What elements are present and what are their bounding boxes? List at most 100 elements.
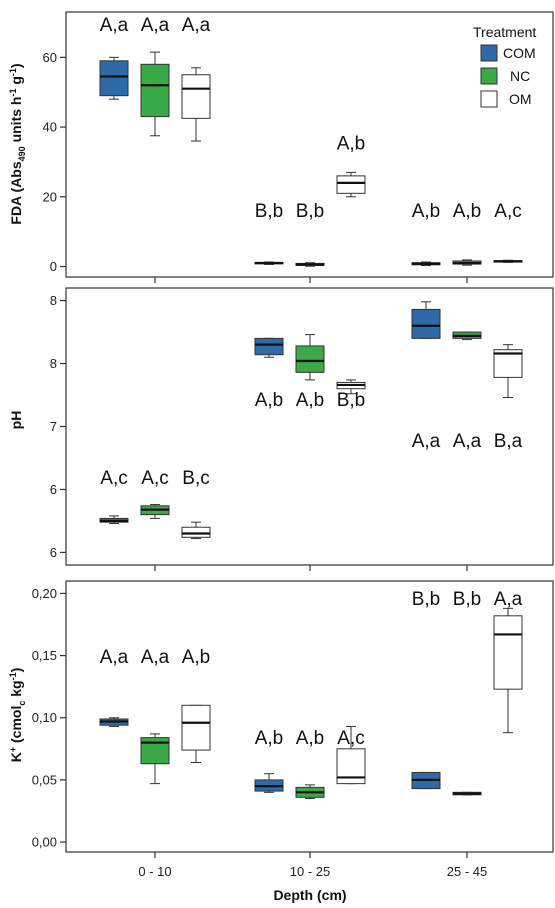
significance-label: A,b (296, 390, 325, 411)
box-fda-om (336, 171, 366, 198)
panel-k: 0,00 0,05 0,10 0,15 0,20 A,a A,a A,b A,b A,b A,c B… (8, 580, 554, 858)
box-k-om (181, 704, 211, 763)
legend-swatch-com (480, 44, 498, 62)
panel-ph-annotations: A,c A,c B,c A,b A,b B,b A,a A,a B,a (100, 390, 522, 489)
box-k-nc (452, 791, 482, 796)
panel-fda-boxes (99, 51, 523, 267)
ytick-label: 6 (50, 482, 57, 497)
ytick-label: 20 (43, 189, 57, 204)
ytick-label: 8 (50, 293, 57, 308)
significance-label: A,a (412, 431, 441, 452)
significance-label: A,b (296, 728, 325, 749)
ytick-label: 6 (50, 545, 57, 560)
ytick-label: 0,20 (32, 586, 57, 601)
panel-k-yaxis: 0,00 0,05 0,10 0,15 0,20 (32, 586, 468, 858)
significance-label: A,b (255, 728, 284, 749)
legend-label-om: OM (509, 91, 532, 107)
ytick-label: 40 (43, 120, 57, 135)
box-fda-com (411, 261, 441, 266)
ylabel-k-sup2: -1 (8, 672, 18, 680)
box-body (181, 526, 211, 538)
box-body (493, 615, 523, 690)
legend-swatch-om (480, 90, 498, 108)
significance-label: A,b (453, 201, 482, 222)
significance-label: A,c (494, 201, 521, 222)
box-fda-com (99, 56, 129, 100)
significance-label: A,a (141, 647, 170, 668)
ylabel-fda-sup1: -1 (8, 89, 18, 97)
box-ph-nc (452, 331, 482, 341)
box-fda-om (181, 67, 211, 142)
ylabel-k-end: ) (8, 668, 24, 673)
panel-fda-annotations: A,a A,a A,a B,b B,b A,b A,b A,b A,c (100, 15, 522, 222)
box-ph-om (181, 521, 211, 540)
significance-label: A,c (141, 468, 168, 489)
box-body (99, 60, 129, 97)
panel-ph-yaxis: 6 6 7 8 8 (50, 293, 468, 571)
panel-k-annotations: A,a A,a A,b A,b A,b A,c B,b B,b A,a (100, 589, 523, 749)
box-fda-com (254, 261, 284, 265)
box-ph-com (411, 301, 441, 339)
significance-label: B,a (494, 431, 523, 452)
panel-ph-boxes (99, 301, 523, 540)
ylabel-k-mid: (cmol (8, 706, 24, 747)
legend-label-com: COM (503, 45, 536, 61)
box-k-nc (140, 733, 170, 785)
panel-k-frame (65, 580, 554, 853)
significance-label: B,b (337, 390, 366, 411)
box-body (140, 63, 170, 118)
significance-label: A,a (141, 15, 170, 36)
ytick-label: 0,10 (32, 710, 57, 725)
box-k-com (254, 773, 284, 793)
ytick-label: 0 (50, 259, 57, 274)
panel-k-boxes (99, 607, 523, 800)
ytick-label: 0,15 (32, 648, 57, 663)
box-fda-om (493, 259, 523, 263)
ytick-label: 60 (43, 50, 57, 65)
box-k-com (99, 717, 129, 727)
box-body (181, 704, 211, 751)
significance-label: A,b (255, 390, 284, 411)
legend-swatch-nc (480, 67, 498, 85)
xtick-label: 25 - 45 (447, 864, 487, 879)
significance-label: A,b (337, 133, 366, 154)
legend-label-nc: NC (510, 68, 530, 84)
ylabel-fda-sup2: -1 (8, 68, 18, 76)
legend-title: Treatment (473, 24, 536, 40)
ylabel-fda-end: ) (8, 63, 24, 68)
significance-label: A,a (100, 15, 129, 36)
significance-label: A,a (494, 589, 523, 610)
ylabel-fda-main: FDA (Abs (8, 161, 24, 224)
ylabel-fda-mid: units h (8, 97, 24, 147)
panel-ph-frame (65, 287, 554, 566)
significance-label: A,c (337, 728, 364, 749)
box-k-om (336, 725, 366, 785)
box-fda-nc (295, 262, 325, 267)
box-ph-nc (140, 504, 170, 519)
box-ph-om (336, 379, 366, 395)
ylabel-k-supk: + (8, 747, 18, 752)
panel-ph: 6 6 7 8 8 A,c A,c B,c A,b A,b B,b A,a A,a B,a pH (8, 287, 554, 571)
box-k-om (493, 607, 523, 734)
box-ph-com (254, 337, 284, 358)
x-axis: 0 - 10 10 - 25 25 - 45 (138, 864, 487, 879)
significance-label: B,c (182, 468, 209, 489)
ylabel-k-sub: c (17, 701, 27, 706)
box-k-nc (295, 784, 325, 800)
ylabel-k-mid2: kg (8, 680, 24, 700)
ytick-label: 8 (50, 356, 57, 371)
xtick-label: 0 - 10 (138, 864, 171, 879)
significance-label: B,b (255, 201, 284, 222)
xtick-label: 10 - 25 (290, 864, 330, 879)
panel-fda-ylabel: FDA (Abs490 units h-1 g-1) (8, 63, 27, 224)
box-fda-nc (140, 51, 170, 137)
box-body (411, 308, 441, 339)
significance-label: A,a (182, 15, 211, 36)
panel-ph-ylabel: pH (8, 411, 24, 430)
ytick-label: 0,00 (32, 835, 57, 850)
box-fda-nc (452, 259, 482, 266)
panel-fda-frame (65, 11, 554, 278)
ylabel-fda-mid2: g (8, 76, 24, 88)
panel-fda: 0 20 40 60 A,a A,a A,a B,b B,b A,b A,b A,b A,c FDA … (8, 11, 554, 283)
box-k-com (411, 771, 441, 790)
